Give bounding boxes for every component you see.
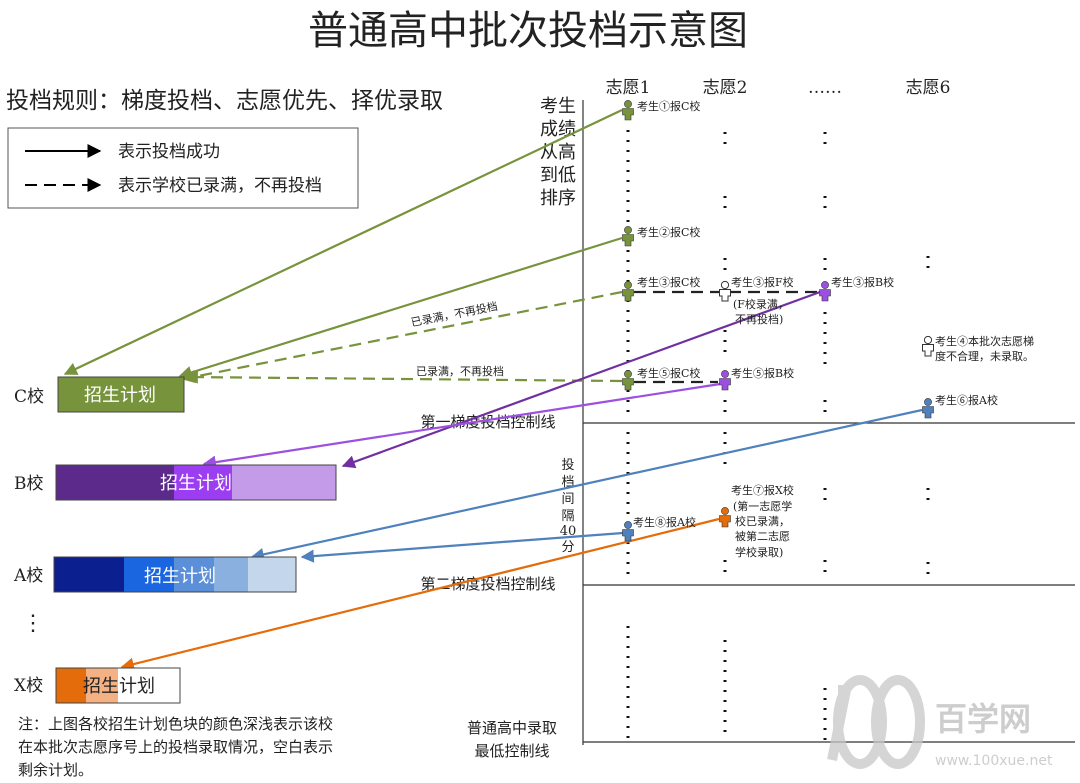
student-2-icon — [622, 225, 634, 247]
second-control-line-label: 第二梯度投档控制线 — [420, 575, 555, 593]
svg-text:间: 间 — [561, 492, 574, 507]
svg-text:剩余计划。: 剩余计划。 — [18, 761, 93, 779]
svg-text:(F校录满，: (F校录满， — [733, 297, 789, 311]
svg-text:学校录取): 学校录取) — [735, 545, 783, 559]
svg-text:隔: 隔 — [561, 509, 574, 524]
watermark-text: 百学网 — [935, 700, 1031, 738]
svg-text:考生⑥报A校: 考生⑥报A校 — [935, 393, 998, 407]
school-a: A校 招生计划 — [13, 556, 297, 593]
student-1-icon — [622, 99, 634, 121]
svg-text:(第一志愿学: (第一志愿学 — [733, 499, 792, 513]
svg-text:考生③报F校: 考生③报F校 — [731, 275, 794, 289]
svg-text:不再投档): 不再投档) — [735, 312, 783, 326]
student-6-icon — [922, 397, 934, 419]
svg-text:注：上图各校招生计划色块的颜色深浅表示该校: 注：上图各校招生计划色块的颜色深浅表示该校 — [18, 715, 333, 733]
svg-text:考生: 考生 — [540, 96, 576, 117]
svg-text:到低: 到低 — [540, 165, 576, 186]
footnote: 注：上图各校招生计划色块的颜色深浅表示该校 在本批次志愿序号上的投档录取情况，空… — [18, 715, 333, 779]
legend-solid-label: 表示投档成功 — [118, 142, 220, 162]
school-b-plan-label: 招生计划 — [160, 473, 232, 494]
school-c-plan-label: 招生计划 — [84, 385, 156, 406]
school-x-name: X校 — [14, 676, 43, 696]
svg-text:考生⑦报X校: 考生⑦报X校 — [731, 483, 794, 497]
full-label-1: 已录满，不再投档 — [410, 299, 499, 330]
svg-text:考生④本批次志愿梯: 考生④本批次志愿梯 — [935, 334, 1034, 348]
svg-text:考生③报B校: 考生③报B校 — [831, 275, 894, 289]
school-c: C校 招生计划 — [14, 376, 185, 413]
arrow-s2-to-c — [178, 236, 623, 379]
legend: 表示投档成功 表示学校已录满，不再投档 — [7, 127, 359, 209]
svg-text:考生③报C校: 考生③报C校 — [637, 275, 700, 289]
choice-header-6: 志愿6 — [906, 78, 951, 98]
svg-text:考生①报C校: 考生①报C校 — [637, 99, 700, 113]
school-x-plan-label: 招生计划 — [83, 676, 155, 697]
svg-text:度不合理，未录取。: 度不合理，未录取。 — [935, 349, 1034, 363]
student-5-b-icon — [719, 369, 731, 391]
student-3-f-icon — [719, 280, 731, 302]
student-5-c-icon — [622, 369, 634, 391]
admission-arrows — [63, 109, 923, 671]
arrow-s3-to-c-full — [181, 290, 623, 384]
full-label-2: 已录满，不再投档 — [416, 364, 504, 378]
svg-text:在本批次志愿序号上的投档录取情况，空白表示: 在本批次志愿序号上的投档录取情况，空白表示 — [18, 738, 333, 756]
arrow-s6-to-a — [250, 408, 923, 561]
diagram-title: 普通高中批次投档示意图 — [308, 8, 748, 54]
arrow-s8-to-a — [300, 531, 624, 563]
school-ellipsis: ⋮ — [22, 611, 44, 636]
minimum-line-label-2: 最低控制线 — [474, 742, 549, 760]
school-a-plan-label: 招生计划 — [144, 566, 216, 587]
arrow-s3-to-b — [341, 290, 821, 469]
watermark-url: www.100xue.net — [935, 753, 1053, 769]
arrow-s1-to-c — [63, 109, 623, 375]
legend-dashed-label: 表示学校已录满，不再投档 — [118, 176, 322, 196]
svg-text:校已录满，: 校已录满， — [735, 514, 790, 528]
choice-header-1: 志愿1 — [606, 78, 651, 98]
student-3-c-icon — [622, 280, 634, 302]
svg-text:分: 分 — [561, 540, 574, 555]
watermark-logo: 百学网 www.100xue.net — [827, 675, 1053, 769]
school-a-name: A校 — [13, 566, 43, 586]
student-4-icon — [922, 335, 934, 357]
school-b: B校 招生计划 — [14, 464, 337, 501]
school-b-name: B校 — [14, 474, 44, 494]
school-x: X校 招生计划 — [14, 667, 181, 704]
svg-text:从高: 从高 — [540, 142, 576, 163]
interval-label: 投 档 间 隔 40 分 — [560, 457, 577, 555]
rank-axis: 考生 成绩 从高 到低 排序 — [540, 96, 584, 745]
admission-rule: 投档规则：梯度投档、志愿优先、择优录取 — [6, 88, 443, 114]
svg-text:考生⑤报C校: 考生⑤报C校 — [637, 366, 700, 380]
svg-text:成绩: 成绩 — [540, 119, 576, 140]
svg-text:考生⑧报A校: 考生⑧报A校 — [633, 515, 696, 529]
choice-header-ellipsis: …… — [808, 78, 842, 98]
arrow-s5-to-b — [202, 382, 721, 469]
svg-text:考生②报C校: 考生②报C校 — [637, 225, 700, 239]
student-labels: 考生①报C校 考生②报C校 考生③报C校 考生③报F校 考生③报B校 (F校录满… — [633, 99, 1034, 559]
student-8-icon — [622, 520, 634, 542]
svg-text:40: 40 — [560, 524, 577, 539]
svg-text:排序: 排序 — [540, 188, 576, 209]
student-3-b-icon — [819, 280, 831, 302]
svg-text:投: 投 — [561, 457, 574, 473]
choice-dotted-columns — [626, 130, 930, 740]
svg-text:考生⑤报B校: 考生⑤报B校 — [731, 366, 794, 380]
minimum-line-label-1: 普通高中录取 — [467, 719, 557, 737]
school-c-name: C校 — [14, 387, 44, 407]
student-7-icon — [719, 506, 731, 528]
arrow-s7-to-x — [120, 517, 720, 671]
choice-header-2: 志愿2 — [703, 78, 748, 98]
svg-text:被第二志愿: 被第二志愿 — [735, 529, 790, 543]
arrow-s5-to-c-full — [184, 370, 623, 384]
